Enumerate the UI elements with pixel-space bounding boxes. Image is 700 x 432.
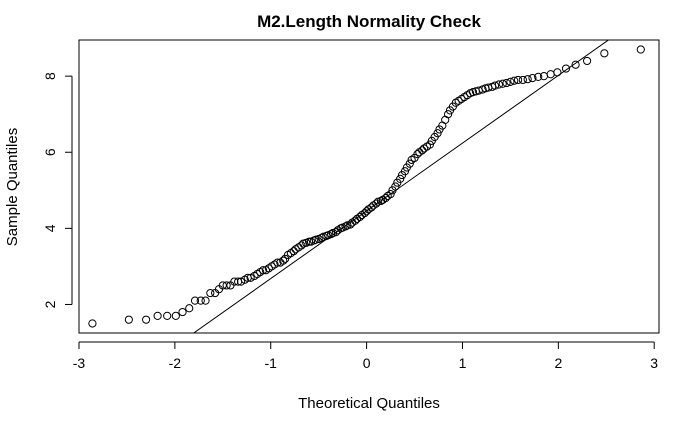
data-point xyxy=(297,241,306,250)
data-point xyxy=(386,190,395,199)
data-point xyxy=(258,266,268,275)
x-tick-label: 0 xyxy=(363,355,371,371)
data-point xyxy=(510,76,519,85)
data-point xyxy=(506,77,515,86)
data-point xyxy=(222,281,231,290)
x-tick-label: 2 xyxy=(554,355,562,371)
data-point xyxy=(178,307,187,317)
x-tick-label: 1 xyxy=(459,355,467,371)
data-point xyxy=(206,288,215,298)
points-layer xyxy=(88,45,645,328)
data-point xyxy=(498,79,507,88)
data-point xyxy=(561,64,571,73)
data-point xyxy=(124,315,133,324)
data-point xyxy=(528,73,537,83)
data-point xyxy=(142,315,151,324)
data-point xyxy=(185,304,194,313)
data-point xyxy=(400,167,410,176)
data-point xyxy=(433,129,442,138)
x-tick-label: -1 xyxy=(265,355,278,371)
data-point xyxy=(372,199,381,208)
chart-title: M2.Length Normality Check xyxy=(257,12,481,31)
data-point xyxy=(600,49,609,58)
data-point xyxy=(494,80,504,89)
data-point xyxy=(502,78,511,88)
y-tick-label: 4 xyxy=(42,224,58,232)
data-point xyxy=(513,75,523,85)
data-point xyxy=(246,273,255,282)
data-point xyxy=(534,72,543,82)
data-point xyxy=(391,182,400,191)
data-point xyxy=(396,174,405,183)
data-point xyxy=(273,258,282,267)
x-axis-label: Theoretical Quantiles xyxy=(298,395,440,412)
plot-frame xyxy=(78,39,660,334)
data-point xyxy=(236,277,246,286)
data-point xyxy=(443,110,453,119)
data-point xyxy=(425,140,434,149)
data-point xyxy=(582,56,592,66)
y-axis: 2 4 6 8 xyxy=(42,72,73,308)
x-tick-label: 3 xyxy=(650,355,658,371)
y-axis-label: Sample Quantiles xyxy=(4,128,21,246)
data-point xyxy=(196,296,205,305)
data-point xyxy=(163,311,172,320)
data-point xyxy=(546,70,555,79)
data-point xyxy=(523,75,532,84)
data-point xyxy=(201,296,210,305)
x-tick-label: -3 xyxy=(73,355,86,371)
data-point xyxy=(327,229,336,239)
data-point xyxy=(171,311,180,320)
data-point xyxy=(490,81,500,90)
x-tick-label: -2 xyxy=(169,355,182,371)
data-point xyxy=(405,159,414,168)
y-tick-label: 6 xyxy=(42,148,58,156)
x-axis: -3 -2 -1 0 1 2 3 xyxy=(73,341,658,371)
data-point xyxy=(571,60,580,69)
data-point xyxy=(636,45,645,54)
data-point xyxy=(518,75,527,85)
data-point xyxy=(190,296,200,305)
data-point xyxy=(279,256,288,265)
y-tick-label: 8 xyxy=(42,72,58,80)
data-point xyxy=(88,319,97,328)
y-tick-label: 2 xyxy=(42,300,58,308)
data-point xyxy=(153,311,162,320)
data-point xyxy=(341,222,350,231)
data-point xyxy=(553,68,562,77)
